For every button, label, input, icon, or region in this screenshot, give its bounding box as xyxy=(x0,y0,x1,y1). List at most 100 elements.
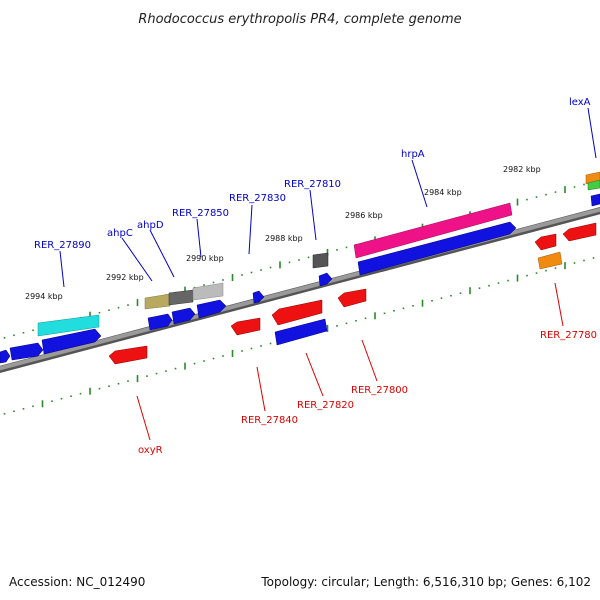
tick-dot xyxy=(345,246,348,249)
tick-dot xyxy=(222,279,224,281)
gene-lexA-green[interactable] xyxy=(587,179,600,191)
tick-dot xyxy=(497,282,500,284)
tick-dot xyxy=(260,345,262,347)
gene-forward-1[interactable] xyxy=(0,349,11,364)
gene-forward-10[interactable] xyxy=(590,193,600,207)
gene-forward-11[interactable] xyxy=(274,318,328,346)
tick-dot xyxy=(174,367,177,370)
tick-dot xyxy=(554,267,557,269)
tick-dot xyxy=(3,337,6,339)
tick-dot xyxy=(203,284,205,286)
tick-dot xyxy=(478,287,481,289)
tick-dot xyxy=(364,317,367,320)
tick-label: 2986 kbp xyxy=(345,211,383,220)
tick-dot xyxy=(79,392,82,395)
tick-dot xyxy=(545,193,547,196)
gene-label-RER-27810[interactable]: RER_27810 xyxy=(284,179,341,190)
gene-forward-7[interactable] xyxy=(252,290,265,304)
tick-dot xyxy=(583,183,585,186)
gene-RER-27780-orange[interactable] xyxy=(537,251,563,270)
tick-dot xyxy=(70,395,72,397)
inner-tick-row xyxy=(3,257,595,415)
tick-dot xyxy=(307,256,310,259)
tick-dot xyxy=(526,198,528,201)
tick-dot xyxy=(459,292,462,294)
gene-label-RER-27800[interactable]: RER_27800 xyxy=(351,385,408,396)
tick-dot xyxy=(535,196,538,198)
gene-cyan[interactable] xyxy=(37,314,100,337)
tick-dot xyxy=(22,332,25,334)
gene-label-RER-27890[interactable]: RER_27890 xyxy=(34,240,91,251)
tick-dot xyxy=(383,312,386,315)
genome-summary-text: Topology: circular; Length: 6,516,310 bp… xyxy=(260,575,591,589)
gene-RER-27850-lightgray[interactable] xyxy=(192,282,224,301)
tick-dot xyxy=(117,306,120,309)
tick-dot xyxy=(402,307,405,310)
tick-dot xyxy=(554,191,557,193)
gene-label-oxyR[interactable]: oxyR xyxy=(138,445,163,456)
tick-dot xyxy=(32,329,34,332)
gene-forward-3[interactable] xyxy=(41,328,102,355)
tick-dot xyxy=(13,410,15,413)
tick-dot xyxy=(336,249,338,251)
gene-oxyR[interactable] xyxy=(108,345,148,365)
gene-ahpC-olive[interactable] xyxy=(144,293,171,310)
tick-dot xyxy=(32,405,34,408)
gene-forward-4[interactable] xyxy=(147,313,173,331)
tick-dot xyxy=(193,362,196,365)
tick-dot xyxy=(412,305,414,307)
forward-gene-labels: lexA hrpA RER_27810 RER_27830 RER_27850 … xyxy=(34,97,591,251)
tick-dot xyxy=(60,397,63,400)
tick-dot xyxy=(298,259,300,261)
gene-forward-9[interactable] xyxy=(357,221,517,276)
tick-dot xyxy=(393,310,395,312)
gene-reverse-2[interactable] xyxy=(271,299,323,326)
gene-RER-27810-darkgray[interactable] xyxy=(312,252,329,269)
gene-reverse-5[interactable] xyxy=(562,222,597,242)
tick-dot xyxy=(241,350,243,352)
gene-label-RER-27840[interactable]: RER_27840 xyxy=(241,415,298,426)
tick-dot xyxy=(108,385,110,387)
gene-ahpD-darkgray[interactable] xyxy=(168,289,194,306)
tick-dot xyxy=(573,186,576,188)
gene-forward-2[interactable] xyxy=(9,342,44,361)
gene-forward-6[interactable] xyxy=(196,299,227,319)
tick-dot xyxy=(212,357,215,360)
gene-label-RER-27830[interactable]: RER_27830 xyxy=(229,193,286,204)
tick-dot xyxy=(203,360,205,362)
tick-dot xyxy=(222,355,224,357)
gene-label-RER-27850[interactable]: RER_27850 xyxy=(172,208,229,219)
gene-label-ahpD[interactable]: ahpD xyxy=(137,220,164,231)
gene-reverse-4[interactable] xyxy=(534,233,557,251)
tick-dot xyxy=(165,370,167,372)
tick-dot xyxy=(488,284,490,287)
tick-dot xyxy=(440,297,443,299)
gene-label-RER-27780[interactable]: RER_27780 xyxy=(540,330,597,341)
bp-tick-labels: 2982 kbp 2984 kbp 2986 kbp 2988 kbp 2990… xyxy=(25,165,541,301)
gene-reverse-3[interactable] xyxy=(337,288,367,308)
tick-dot xyxy=(51,400,53,402)
tick-label: 2982 kbp xyxy=(503,165,541,174)
tick-dot xyxy=(127,304,129,306)
tick-dot xyxy=(592,257,595,259)
gene-label-RER-27820[interactable]: RER_27820 xyxy=(297,400,354,411)
page-title: Rhodococcus erythropolis PR4, complete g… xyxy=(138,12,461,27)
gene-label-lexA[interactable]: lexA xyxy=(569,97,591,108)
tick-dot xyxy=(13,334,15,337)
tick-dot xyxy=(3,413,6,415)
gene-label-ahpC[interactable]: ahpC xyxy=(107,228,133,239)
tick-dot xyxy=(507,279,509,282)
tick-dot xyxy=(22,408,25,410)
gene-reverse-1[interactable] xyxy=(230,317,261,336)
tick-dot xyxy=(288,261,291,264)
tick-label: 2992 kbp xyxy=(106,273,144,282)
tick-dot xyxy=(336,325,338,327)
gene-hrpA[interactable] xyxy=(353,202,513,259)
accession-text: Accession: NC_012490 xyxy=(9,575,145,589)
tick-label: 2994 kbp xyxy=(25,292,63,301)
gene-forward-8[interactable] xyxy=(318,272,333,287)
gene-forward-5[interactable] xyxy=(171,307,196,325)
tick-dot xyxy=(345,322,348,325)
gene-label-hrpA[interactable]: hrpA xyxy=(401,149,425,160)
